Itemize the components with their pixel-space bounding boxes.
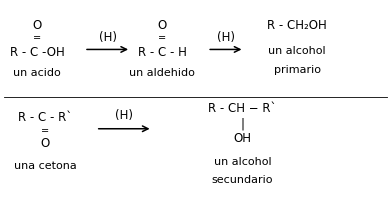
Text: (H): (H) [99,30,117,44]
Text: |: | [240,117,244,130]
Text: O: O [158,19,167,32]
Text: primario: primario [274,65,321,75]
Text: un alcohol: un alcohol [268,47,326,56]
Text: R - CH − R`: R - CH − R` [208,102,276,115]
Text: O: O [32,19,42,32]
Text: R - C - H: R - C - H [138,46,187,59]
Text: OH: OH [233,131,251,145]
Text: secundario: secundario [212,175,273,185]
Text: =: = [41,126,49,136]
Text: R - C - R`: R - C - R` [18,111,72,124]
Text: un alcohol: un alcohol [213,157,271,167]
Text: un acido: un acido [13,68,61,78]
Text: una cetona: una cetona [14,161,76,171]
Text: =: = [33,33,41,43]
Text: (H): (H) [217,30,235,44]
Text: R - CH₂OH: R - CH₂OH [267,19,327,32]
Text: O: O [40,137,50,150]
Text: (H): (H) [115,109,133,122]
Text: R - C -OH: R - C -OH [10,46,65,59]
Text: =: = [158,33,166,43]
Text: un aldehido: un aldehido [129,68,195,78]
